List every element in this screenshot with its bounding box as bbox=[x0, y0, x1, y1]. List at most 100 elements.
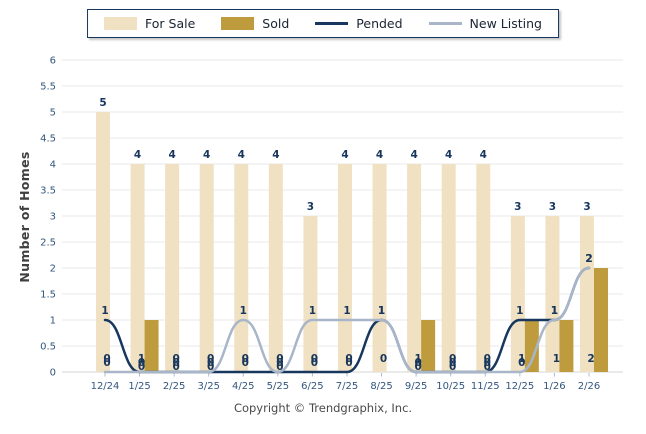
bar-for-sale-12/25 bbox=[510, 216, 525, 372]
svg-text:4: 4 bbox=[168, 149, 175, 161]
bar-for-sale-12/24 bbox=[96, 112, 110, 372]
svg-text:5: 5 bbox=[99, 97, 106, 109]
svg-text:5.5: 5.5 bbox=[40, 82, 56, 93]
svg-text:12/24: 12/24 bbox=[91, 381, 120, 392]
svg-text:1/26: 1/26 bbox=[543, 381, 565, 392]
svg-text:4: 4 bbox=[445, 149, 452, 161]
svg-text:4: 4 bbox=[272, 149, 279, 161]
svg-text:0: 0 bbox=[138, 361, 145, 373]
svg-text:2: 2 bbox=[587, 353, 594, 365]
svg-text:0: 0 bbox=[518, 357, 525, 369]
svg-text:5: 5 bbox=[50, 108, 56, 119]
svg-text:0: 0 bbox=[484, 357, 491, 369]
svg-text:0: 0 bbox=[345, 357, 352, 369]
svg-text:1: 1 bbox=[138, 353, 145, 365]
svg-text:0: 0 bbox=[103, 353, 110, 365]
svg-text:1: 1 bbox=[551, 305, 558, 317]
svg-text:0: 0 bbox=[172, 361, 179, 373]
bar-for-sale-6/25 bbox=[303, 216, 318, 372]
bar-for-sale-5/25 bbox=[268, 164, 283, 372]
svg-text:0: 0 bbox=[172, 353, 179, 365]
svg-text:1: 1 bbox=[240, 305, 247, 317]
bar-for-sale-2/25 bbox=[165, 164, 180, 372]
legend-item-sold: Sold bbox=[221, 17, 289, 30]
bar-for-sale-1/25 bbox=[130, 164, 145, 372]
new-listing-swatch-icon bbox=[428, 22, 462, 25]
svg-text:9/25: 9/25 bbox=[405, 381, 427, 392]
svg-text:4: 4 bbox=[50, 160, 56, 171]
svg-text:0: 0 bbox=[50, 368, 56, 379]
legend-label-for-sale: For Sale bbox=[145, 16, 196, 31]
svg-text:2/26: 2/26 bbox=[578, 381, 600, 392]
svg-text:1/25: 1/25 bbox=[128, 381, 150, 392]
bar-for-sale-9/25 bbox=[407, 164, 422, 372]
svg-text:0: 0 bbox=[345, 353, 352, 365]
svg-text:7/25: 7/25 bbox=[336, 381, 358, 392]
svg-text:1: 1 bbox=[378, 305, 385, 317]
series-new-listing-line bbox=[103, 266, 591, 374]
svg-text:0: 0 bbox=[414, 361, 421, 373]
y-axis-tick-labels: 0 0.5 1 1.5 2 2.5 3 3.5 4 4.5 5 5.5 6 bbox=[40, 56, 56, 379]
legend-label-sold: Sold bbox=[262, 16, 290, 31]
svg-text:12/25: 12/25 bbox=[505, 381, 534, 392]
svg-text:1: 1 bbox=[309, 305, 316, 317]
legend-item-for-sale: For Sale bbox=[104, 17, 195, 30]
bar-sold-9/25 bbox=[421, 320, 436, 372]
svg-text:1: 1 bbox=[50, 316, 56, 327]
svg-text:1: 1 bbox=[518, 353, 525, 365]
bar-for-sale-11/25 bbox=[476, 164, 491, 372]
pended-swatch-icon bbox=[315, 22, 349, 25]
svg-text:0: 0 bbox=[414, 357, 421, 369]
svg-text:1: 1 bbox=[551, 305, 558, 317]
legend-label-new-listing: New Listing bbox=[469, 16, 542, 31]
svg-text:0: 0 bbox=[103, 357, 110, 369]
bar-for-sale-4/25 bbox=[234, 164, 249, 372]
copyright-text: Copyright © Trendgraphix, Inc. bbox=[233, 401, 413, 415]
svg-text:4: 4 bbox=[376, 149, 383, 161]
svg-text:0: 0 bbox=[449, 361, 456, 373]
svg-text:0: 0 bbox=[276, 357, 283, 369]
svg-text:0: 0 bbox=[311, 353, 318, 365]
svg-text:2/25: 2/25 bbox=[163, 381, 185, 392]
svg-text:0: 0 bbox=[242, 353, 249, 365]
svg-text:6/25: 6/25 bbox=[301, 381, 323, 392]
svg-text:4: 4 bbox=[480, 149, 487, 161]
svg-text:0: 0 bbox=[207, 353, 214, 365]
svg-text:2.5: 2.5 bbox=[40, 238, 56, 249]
x-axis-tick-labels: 12/24 1/25 2/25 3/25 4/25 5/25 6/25 7/25 8/25 9/2… bbox=[91, 373, 600, 392]
svg-text:0: 0 bbox=[484, 361, 491, 373]
svg-text:6: 6 bbox=[50, 56, 56, 67]
svg-text:2: 2 bbox=[50, 264, 56, 275]
legend-item-new-listing: New Listing bbox=[428, 16, 542, 31]
svg-text:1: 1 bbox=[343, 305, 350, 317]
svg-text:3: 3 bbox=[50, 212, 56, 223]
bar-for-sale-1/26 bbox=[545, 216, 560, 372]
legend-item-pended: Pended bbox=[315, 17, 403, 30]
svg-text:2: 2 bbox=[585, 253, 592, 265]
svg-text:0.5: 0.5 bbox=[40, 342, 56, 353]
sold-swatch-icon bbox=[221, 17, 255, 30]
svg-text:8/25: 8/25 bbox=[370, 381, 392, 392]
svg-text:1: 1 bbox=[553, 353, 560, 365]
bar-for-sale-8/25 bbox=[372, 164, 387, 372]
svg-text:0: 0 bbox=[138, 357, 145, 369]
svg-text:0: 0 bbox=[449, 357, 456, 369]
svg-text:0: 0 bbox=[484, 353, 491, 365]
svg-text:0: 0 bbox=[276, 353, 283, 365]
svg-text:4: 4 bbox=[341, 149, 348, 161]
svg-text:5/25: 5/25 bbox=[267, 381, 289, 392]
svg-text:0: 0 bbox=[449, 353, 456, 365]
svg-text:10/25: 10/25 bbox=[436, 381, 465, 392]
chart-legend: For Sale Sold Pended New Listing bbox=[87, 9, 559, 38]
svg-text:3: 3 bbox=[583, 201, 590, 213]
bar-sold-1/26 bbox=[559, 320, 574, 372]
svg-text:1: 1 bbox=[378, 305, 385, 317]
svg-text:4: 4 bbox=[410, 149, 417, 161]
bar-for-sale-2/26 bbox=[579, 216, 594, 372]
svg-text:0: 0 bbox=[276, 361, 283, 373]
svg-text:4/25: 4/25 bbox=[232, 381, 254, 392]
svg-text:0: 0 bbox=[207, 361, 214, 373]
svg-text:3: 3 bbox=[307, 201, 314, 213]
